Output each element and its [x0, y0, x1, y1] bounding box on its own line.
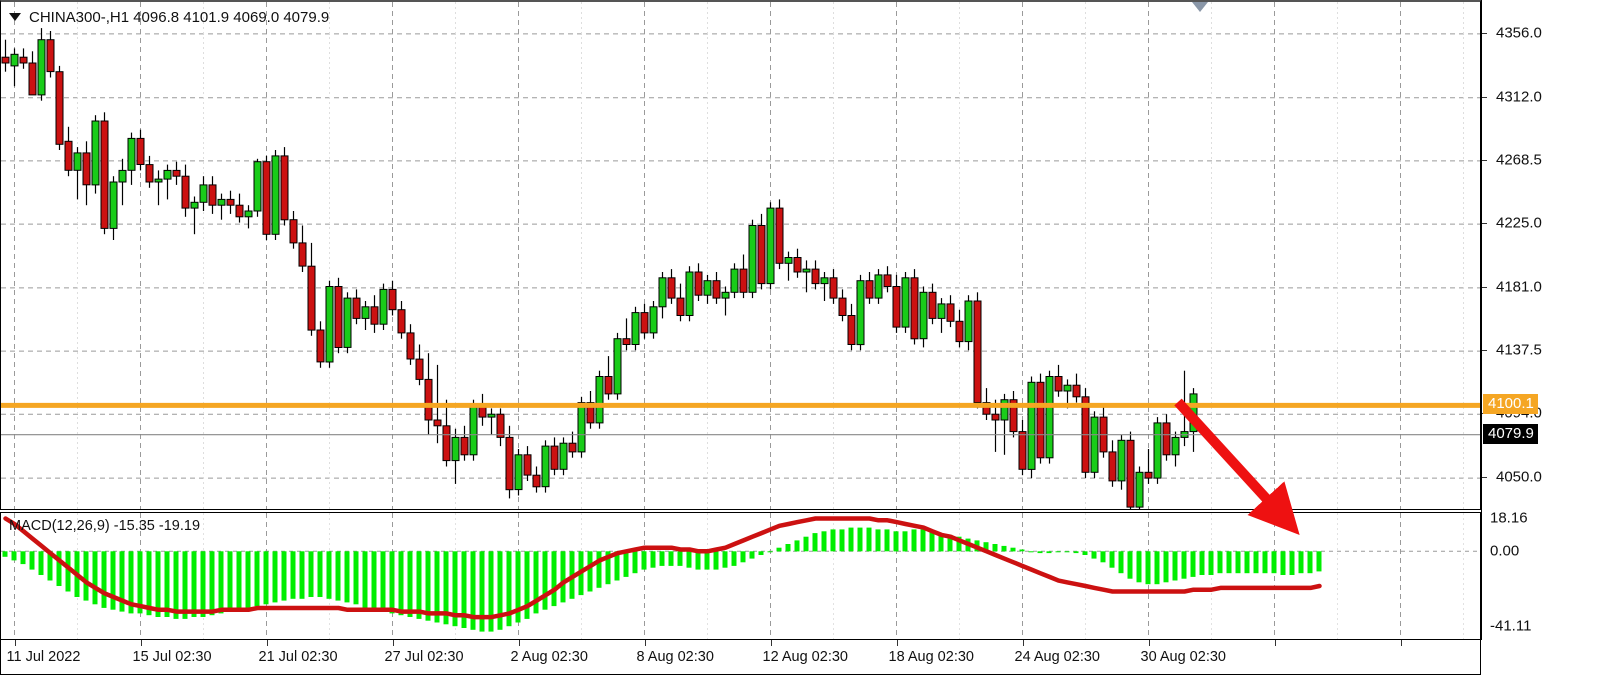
- time-axis-label: 27 Jul 02:30: [384, 649, 464, 665]
- macd-scale-label: 0.00: [1490, 542, 1520, 560]
- macd-indicator-panel[interactable]: MACD(12,26,9) -15.35 -19.19: [0, 512, 1481, 640]
- macd-scale-label: 18.16: [1490, 509, 1528, 527]
- macd-svg: [1, 513, 1480, 639]
- time-axis-label: 11 Jul 2022: [6, 649, 81, 665]
- time-tick: [770, 640, 772, 646]
- price-plot-area[interactable]: [1, 2, 1480, 509]
- price-scale-axis[interactable]: 4356.04312.04268.54225.04181.04137.54094…: [1481, 0, 1597, 640]
- price-scale-label: 4050.0: [1496, 468, 1542, 486]
- time-axis-label: 18 Aug 02:30: [888, 649, 974, 665]
- chart-header: CHINA300-,H1 4096.8 4101.9 4069.0 4079.9: [9, 8, 329, 26]
- macd-plot-area[interactable]: [1, 513, 1480, 639]
- time-axis-label: 30 Aug 02:30: [1140, 649, 1226, 665]
- price-tick: [1482, 223, 1487, 225]
- time-tick: [1400, 640, 1402, 646]
- time-tick: [644, 640, 646, 646]
- time-tick: [1148, 640, 1150, 646]
- triangle-down-icon[interactable]: [9, 13, 21, 21]
- price-scale-label: 4312.0: [1496, 88, 1542, 106]
- price-tick: [1482, 477, 1487, 479]
- time-axis-label: 12 Aug 02:30: [762, 649, 848, 665]
- price-scale-label: 4137.5: [1496, 341, 1542, 359]
- time-axis-label: 2 Aug 02:30: [510, 649, 588, 665]
- time-tick: [518, 640, 520, 646]
- time-axis-label: 21 Jul 02:30: [258, 649, 338, 665]
- time-tick: [140, 640, 142, 646]
- chart-header-text: CHINA300-,H1 4096.8 4101.9 4069.0 4079.9: [29, 8, 330, 26]
- time-tick: [896, 640, 898, 646]
- price-candles-svg: [1, 2, 1480, 509]
- time-tick: [266, 640, 268, 646]
- price-scale-label: 4356.0: [1496, 24, 1542, 42]
- time-tick: [1022, 640, 1024, 646]
- time-tick: [1274, 640, 1276, 646]
- scale-corner: [1481, 640, 1597, 675]
- price-chart-panel[interactable]: CHINA300-,H1 4096.8 4101.9 4069.0 4079.9: [0, 0, 1481, 510]
- macd-scale-label: -41.11: [1490, 617, 1532, 635]
- price-scale-label: 4268.5: [1496, 151, 1542, 169]
- price-scale-label: 4181.0: [1496, 278, 1542, 296]
- time-tick: [14, 640, 16, 646]
- time-axis[interactable]: 11 Jul 2022 15 Jul 02:30 21 Jul 02:30 27 Ju…: [0, 640, 1481, 675]
- time-tick: [392, 640, 394, 646]
- price-scale-label: 4225.0: [1496, 214, 1542, 232]
- time-axis-label: 8 Aug 02:30: [636, 649, 714, 665]
- macd-header-text: MACD(12,26,9) -15.35 -19.19: [9, 518, 201, 534]
- price-tick: [1482, 350, 1487, 352]
- price-tick: [1482, 96, 1487, 98]
- time-axis-label: 15 Jul 02:30: [132, 649, 212, 665]
- price-tick: [1482, 159, 1487, 161]
- price-tick: [1482, 32, 1487, 34]
- level-price-badge[interactable]: 4100.1: [1483, 394, 1538, 415]
- time-axis-label: 24 Aug 02:30: [1014, 649, 1100, 665]
- price-tick: [1482, 286, 1487, 288]
- last-price-badge[interactable]: 4079.9: [1483, 423, 1538, 444]
- chart-top-marker-icon[interactable]: [1192, 2, 1208, 12]
